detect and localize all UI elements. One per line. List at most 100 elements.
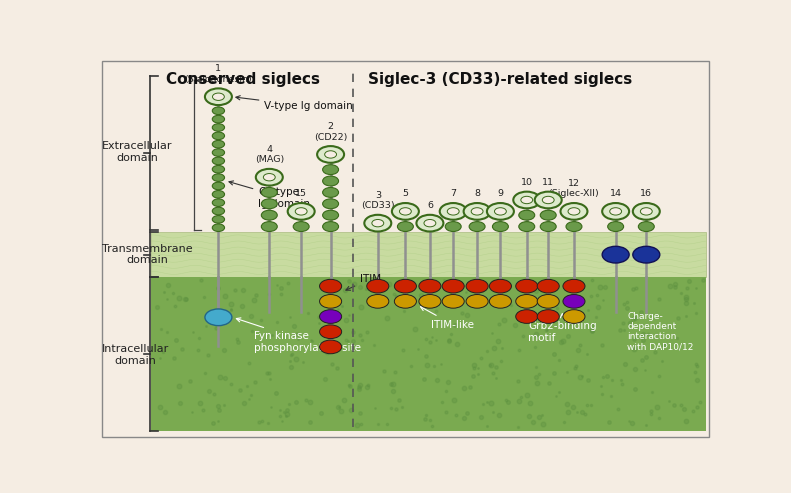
Circle shape [602, 246, 629, 263]
Circle shape [320, 294, 342, 308]
Text: 12
(Siglec-XII): 12 (Siglec-XII) [549, 179, 600, 199]
Circle shape [212, 157, 225, 165]
Text: 9: 9 [498, 189, 503, 199]
Text: 3
(CD33): 3 (CD33) [361, 191, 395, 210]
Circle shape [445, 222, 461, 232]
Circle shape [561, 203, 588, 220]
Circle shape [442, 294, 464, 308]
Text: 8: 8 [474, 189, 480, 199]
Text: 15: 15 [295, 189, 307, 199]
Circle shape [317, 146, 344, 163]
Circle shape [447, 208, 459, 215]
Bar [151, 278, 706, 431]
Circle shape [566, 222, 582, 232]
Circle shape [263, 174, 275, 181]
Circle shape [212, 215, 225, 223]
Circle shape [424, 219, 436, 227]
Text: Siglec-3 (CD33)-related siglecs: Siglec-3 (CD33)-related siglecs [369, 72, 633, 87]
Circle shape [367, 280, 389, 293]
Text: Transmembrane
domain: Transmembrane domain [102, 244, 192, 265]
Text: Conserved siglecs: Conserved siglecs [166, 72, 320, 87]
Circle shape [490, 294, 512, 308]
Circle shape [641, 208, 653, 215]
Text: Fyn kinase
phosphorylation site: Fyn kinase phosphorylation site [237, 318, 361, 353]
Circle shape [516, 310, 538, 323]
Circle shape [261, 187, 278, 197]
Circle shape [464, 203, 490, 220]
Text: 14: 14 [610, 189, 622, 199]
Circle shape [323, 199, 339, 209]
Circle shape [367, 294, 389, 308]
Circle shape [372, 219, 384, 227]
Text: 5: 5 [403, 189, 408, 199]
Circle shape [519, 210, 535, 220]
Circle shape [323, 165, 339, 175]
Circle shape [261, 199, 278, 209]
Circle shape [520, 196, 532, 204]
Circle shape [365, 215, 392, 232]
Text: Charge-
dependent
interaction
with DAP10/12: Charge- dependent interaction with DAP10… [627, 312, 694, 352]
Circle shape [392, 203, 419, 220]
Circle shape [638, 222, 654, 232]
Circle shape [607, 222, 623, 232]
Text: 16: 16 [640, 189, 653, 199]
Circle shape [563, 294, 585, 308]
Circle shape [563, 310, 585, 323]
Text: Intracellular
domain: Intracellular domain [102, 345, 169, 366]
Circle shape [323, 210, 339, 220]
Circle shape [323, 176, 339, 186]
Circle shape [212, 115, 225, 123]
Circle shape [324, 151, 336, 158]
Circle shape [288, 203, 315, 220]
Circle shape [540, 210, 556, 220]
Circle shape [320, 280, 342, 293]
Circle shape [442, 280, 464, 293]
Circle shape [466, 294, 488, 308]
Text: 11: 11 [542, 178, 554, 187]
Circle shape [516, 280, 538, 293]
Circle shape [212, 174, 225, 181]
Circle shape [255, 169, 283, 185]
Circle shape [440, 203, 467, 220]
Text: ITIM: ITIM [346, 274, 381, 290]
Circle shape [519, 222, 535, 232]
Circle shape [494, 208, 506, 215]
Circle shape [212, 207, 225, 215]
Text: 1
(Sialoadhesin): 1 (Sialoadhesin) [184, 65, 252, 84]
Circle shape [493, 222, 509, 232]
Circle shape [212, 107, 225, 114]
Text: 10: 10 [520, 178, 533, 187]
Circle shape [513, 192, 540, 209]
Circle shape [212, 199, 225, 207]
Circle shape [537, 280, 559, 293]
Circle shape [212, 224, 225, 232]
Circle shape [419, 294, 441, 308]
Circle shape [212, 132, 225, 140]
Circle shape [212, 141, 225, 148]
Circle shape [295, 208, 307, 215]
Circle shape [633, 203, 660, 220]
Circle shape [212, 182, 225, 190]
Text: 7: 7 [450, 189, 456, 199]
Circle shape [537, 310, 559, 323]
Circle shape [543, 196, 554, 204]
Circle shape [487, 203, 514, 220]
Circle shape [212, 124, 225, 131]
Circle shape [469, 222, 485, 232]
Circle shape [399, 208, 411, 215]
Circle shape [212, 190, 225, 198]
Circle shape [205, 88, 232, 105]
Circle shape [397, 222, 414, 232]
Circle shape [293, 222, 309, 232]
Circle shape [205, 309, 232, 326]
Circle shape [212, 149, 225, 156]
Circle shape [540, 222, 556, 232]
Circle shape [490, 280, 512, 293]
Circle shape [395, 280, 416, 293]
Text: Grb2-binding
motif: Grb2-binding motif [528, 314, 596, 343]
Circle shape [466, 280, 488, 293]
Text: ITIM-like: ITIM-like [421, 307, 474, 329]
Circle shape [320, 340, 342, 354]
Circle shape [516, 294, 538, 308]
Circle shape [320, 310, 342, 323]
